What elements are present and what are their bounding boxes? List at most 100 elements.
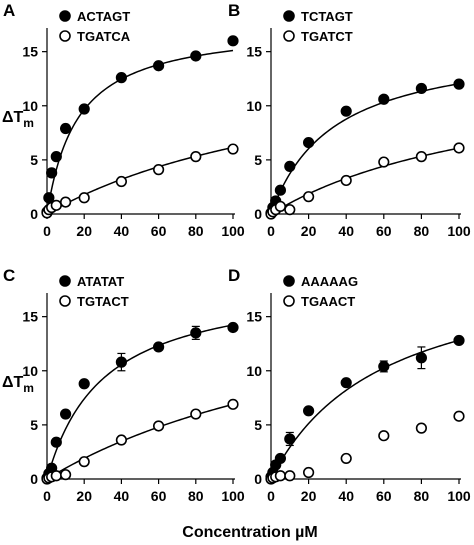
x-tick-label: 80 [414,223,430,239]
data-point-actagt [59,122,72,135]
panel-letter: D [228,266,240,285]
data-point-aaaaag [378,360,390,373]
y-tick-label: 5 [30,152,38,168]
x-tick-label: 60 [151,488,167,504]
legend-marker [283,275,295,287]
y-tick-label: 5 [254,152,262,168]
y-axis-title-subscript: m [23,116,34,130]
data-point-tgatca [78,192,90,204]
data-point-atatat [59,408,72,420]
y-tick-label: 15 [22,309,38,325]
x-tick-label: 100 [221,488,245,504]
x-tick-label: 0 [267,488,275,504]
data-point-atatat [50,436,62,448]
data-point-tctagt [303,136,315,149]
data-point-tgtact [78,456,90,468]
legend-marker [59,295,71,307]
fit-curve-actagt [46,49,234,215]
legend-label: TGAACT [301,294,355,309]
data-point-tctagt [415,82,428,95]
x-tick-label: 100 [447,488,471,504]
data-point-actagt [46,167,58,179]
legend-marker [59,10,71,22]
data-point-tgtact [190,408,202,420]
legend-label: ACTAGT [77,9,130,24]
data-point-tgatct [415,151,428,163]
data-point-tgatca [59,196,72,208]
data-point-tgatca [50,199,62,211]
data-point-tgaact [453,410,465,422]
x-tick-label: 40 [338,223,354,239]
data-point-tgtact [153,420,165,432]
data-point-aaaaag [415,352,428,364]
x-tick-label: 80 [188,488,204,504]
legend-label: TCTAGT [301,9,353,24]
data-point-tgatct [303,191,315,203]
legend-marker [59,30,71,42]
data-point-tgtact [115,434,127,446]
legend-label: TGATCT [301,29,353,44]
x-tick-label: 100 [447,223,471,239]
data-point-tctagt [378,93,390,105]
fit-curve-tgatca [46,146,234,215]
data-point-aaaaag [453,334,465,347]
x-tick-label: 0 [267,223,275,239]
data-point-tgaact [340,452,352,465]
data-point-tgtact [227,398,239,410]
data-point-tctagt [274,184,287,196]
legend-marker [59,275,71,287]
x-tick-label: 0 [43,488,51,504]
y-tick-label: 0 [254,206,262,222]
data-point-actagt [227,35,239,47]
data-point-tgaact [378,430,390,442]
data-point-aaaaag [340,377,352,389]
data-point-tctagt [284,160,296,172]
y-tick-label: 5 [254,417,262,433]
data-point-tgaact [274,470,287,482]
data-point-tgatct [274,200,287,213]
x-tick-label: 20 [301,223,317,239]
y-tick-label: 0 [254,471,262,487]
x-tick-label: 20 [76,223,92,239]
x-tick-label: 40 [114,488,130,504]
y-tick-label: 0 [30,206,38,222]
y-tick-label: 15 [22,44,38,60]
panel-d: 0 5 10 15 0 20 40 60 80 100 D AAAAAG TGAACT [228,266,471,504]
legend-label: TGATCA [77,29,131,44]
data-point-tgaact [303,466,315,479]
data-point-tgatca [227,143,239,155]
data-point-atatat [153,341,165,353]
data-point-tctagt [453,78,465,90]
data-point-tgtact [59,469,72,481]
legend-marker [283,295,295,307]
data-point-actagt [190,50,202,62]
data-point-tgaact [284,470,296,482]
x-tick-label: 20 [76,488,92,504]
fit-curve-aaaaag [270,339,460,480]
panel-letter: B [228,1,240,20]
y-tick-label: 0 [30,471,38,487]
x-tick-label: 40 [114,223,130,239]
data-point-tgaact [415,422,428,434]
fit-curve-tgatct [270,147,460,215]
panel-letter: A [3,1,15,20]
fit-curve-tgtact [46,403,234,480]
data-point-tgatct [453,142,465,154]
x-tick-label: 60 [376,223,392,239]
legend-marker [283,10,295,22]
data-point-actagt [50,151,62,163]
x-tick-label: 60 [376,488,392,504]
panel-letter: C [3,266,15,285]
y-tick-label: 10 [22,363,38,379]
data-point-tgatca [190,151,202,163]
data-point-tgtact [50,470,62,482]
x-tick-label: 60 [151,223,167,239]
x-tick-label: 0 [43,223,51,239]
panel-b: 0 5 10 15 0 20 40 60 80 100 B TCTAGT TGATCT [228,1,471,239]
data-point-tgatca [115,175,127,188]
x-tick-label: 80 [188,223,204,239]
x-tick-label: 100 [221,223,245,239]
